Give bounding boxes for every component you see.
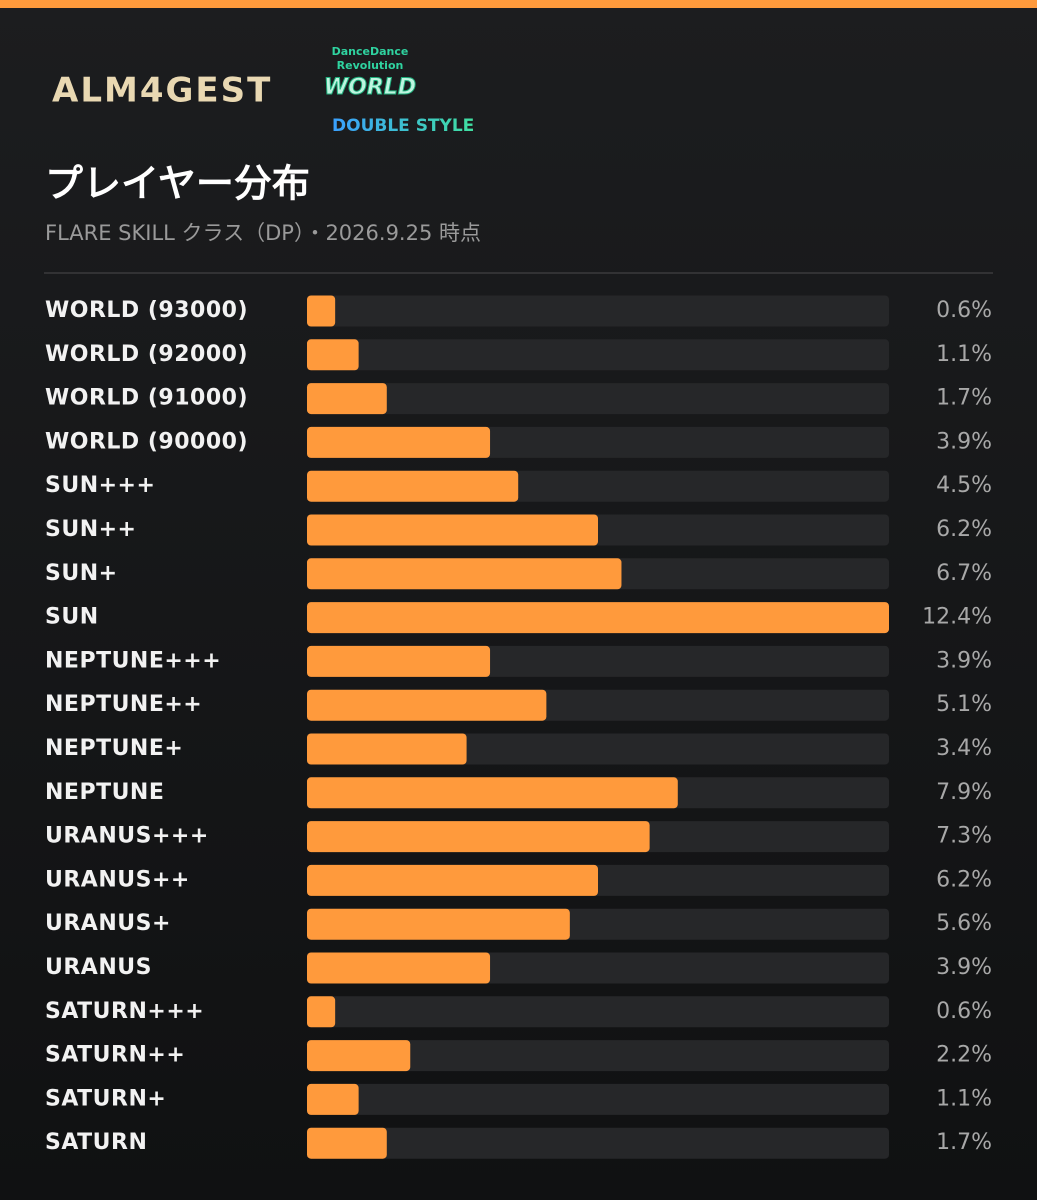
bar xyxy=(307,602,889,634)
category-label: NEPTUNE xyxy=(45,780,164,805)
category-label: SUN+++ xyxy=(45,473,155,498)
top-accent xyxy=(0,0,1037,8)
category-label: SATURN+++ xyxy=(45,999,204,1024)
value-label: 7.3% xyxy=(936,824,992,849)
bar xyxy=(307,426,491,458)
value-label: 6.2% xyxy=(936,517,992,542)
bar xyxy=(307,645,491,677)
bar xyxy=(307,1040,411,1072)
value-label: 7.9% xyxy=(936,780,992,805)
category-label: URANUS+ xyxy=(45,911,171,936)
bar xyxy=(307,470,519,502)
category-label: WORLD (90000) xyxy=(45,429,248,454)
value-label: 3.9% xyxy=(936,955,992,980)
bar-track xyxy=(307,1083,889,1115)
game-logo: DanceDance xyxy=(332,45,409,58)
bar xyxy=(307,689,547,721)
bar xyxy=(307,339,359,371)
category-label: URANUS+++ xyxy=(45,824,209,849)
chart-title: プレイヤー分布 xyxy=(45,162,310,206)
game-logo: Revolution xyxy=(337,59,404,72)
bar xyxy=(307,1127,387,1159)
bar xyxy=(307,514,598,546)
value-label: 6.7% xyxy=(936,561,992,586)
value-label: 4.5% xyxy=(936,473,992,498)
value-label: 2.2% xyxy=(936,1043,992,1068)
bar xyxy=(307,821,650,853)
value-label: 1.1% xyxy=(936,1086,992,1111)
category-label: WORLD (91000) xyxy=(45,386,248,411)
bar xyxy=(307,1083,359,1115)
bar-track xyxy=(307,383,889,415)
value-label: 1.1% xyxy=(936,342,992,367)
category-label: SATURN+ xyxy=(45,1086,166,1111)
value-label: 0.6% xyxy=(936,298,992,323)
category-label: NEPTUNE++ xyxy=(45,692,202,717)
bar-track xyxy=(307,295,889,327)
bar xyxy=(307,996,336,1028)
bar xyxy=(307,383,387,415)
bar xyxy=(307,733,467,765)
value-label: 6.2% xyxy=(936,867,992,892)
value-label: 3.4% xyxy=(936,736,992,761)
bar xyxy=(307,558,622,590)
bar-track xyxy=(307,1127,889,1159)
category-label: WORLD (92000) xyxy=(45,342,248,367)
value-label: 12.4% xyxy=(922,605,992,630)
bar-track xyxy=(307,339,889,371)
category-label: SUN xyxy=(45,605,99,630)
value-label: 5.6% xyxy=(936,911,992,936)
category-label: SUN++ xyxy=(45,517,137,542)
value-label: 0.6% xyxy=(936,999,992,1024)
bar-track xyxy=(307,1040,889,1072)
bar xyxy=(307,908,570,940)
category-label: SATURN xyxy=(45,1130,147,1155)
value-label: 1.7% xyxy=(936,1130,992,1155)
value-label: 1.7% xyxy=(936,386,992,411)
badge: DOUBLE STYLE xyxy=(332,116,474,136)
bar-track xyxy=(307,996,889,1028)
category-label: URANUS xyxy=(45,955,152,980)
game-logo: WORLD xyxy=(324,75,416,100)
category-label: SUN+ xyxy=(45,561,118,586)
category-label: URANUS++ xyxy=(45,867,190,892)
value-label: 3.9% xyxy=(936,648,992,673)
bar xyxy=(307,777,678,809)
category-label: SATURN++ xyxy=(45,1043,185,1068)
value-label: 5.1% xyxy=(936,692,992,717)
category-label: WORLD (93000) xyxy=(45,298,248,323)
logo: ALM4GEST xyxy=(52,71,272,111)
bar xyxy=(307,864,598,896)
category-label: NEPTUNE+++ xyxy=(45,648,221,673)
chart-subtitle: FLARE SKILL クラス（DP）・2026.9.25 時点 xyxy=(45,221,481,245)
category-label: NEPTUNE+ xyxy=(45,736,183,761)
bar xyxy=(307,952,491,984)
bar xyxy=(307,295,336,327)
value-label: 3.9% xyxy=(936,429,992,454)
